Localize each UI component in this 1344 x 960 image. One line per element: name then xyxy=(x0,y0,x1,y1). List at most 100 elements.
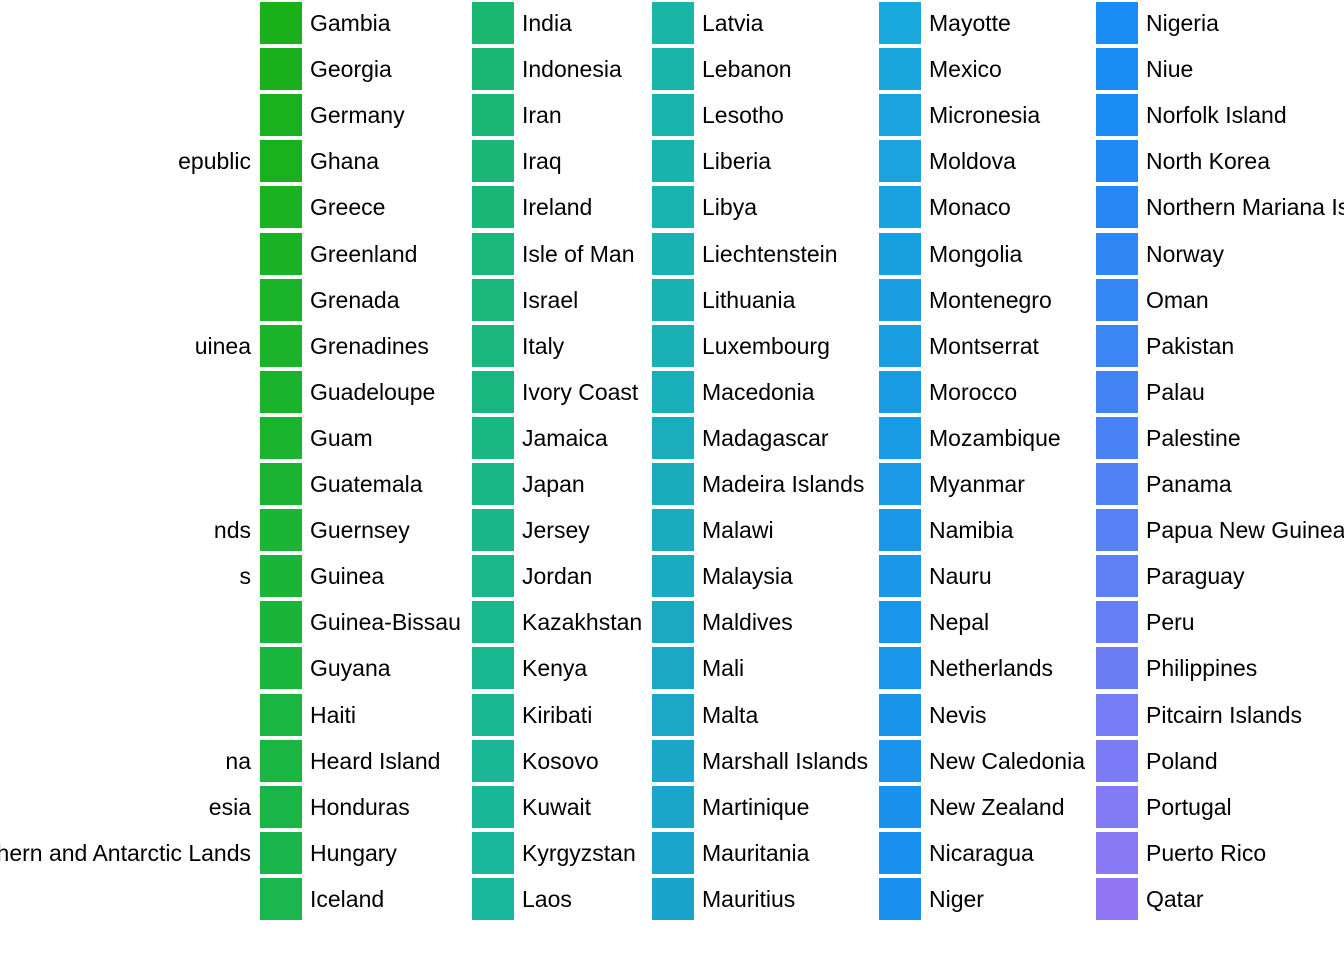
legend-label: India xyxy=(522,10,572,36)
legend-label: Montenegro xyxy=(929,286,1052,313)
legend-swatch xyxy=(1096,48,1138,91)
legend-swatch xyxy=(1096,370,1138,413)
legend-swatch xyxy=(472,48,514,91)
legend-swatch xyxy=(1096,831,1138,874)
legend-label: Laos xyxy=(522,885,572,912)
legend-swatch xyxy=(652,463,694,505)
legend-label: Honduras xyxy=(310,793,410,820)
legend-swatch xyxy=(260,693,302,736)
legend-label: Heard Island xyxy=(310,747,441,774)
legend-label: Pitcairn Islands xyxy=(1146,701,1302,728)
legend-label: Lesotho xyxy=(702,102,784,129)
legend-label: Guadeloupe xyxy=(310,378,436,405)
legend-swatch xyxy=(652,877,694,920)
legend-label: Namibia xyxy=(929,517,1014,544)
legend-swatch xyxy=(260,324,302,367)
legend-label-partial: uinea xyxy=(194,332,251,359)
legend-label: Guyana xyxy=(310,655,391,682)
legend-label: Northern Mariana Islands xyxy=(1146,194,1344,221)
legend-swatch xyxy=(1096,601,1138,644)
legend-label: Israel xyxy=(522,286,579,313)
legend-label: Palestine xyxy=(1146,424,1241,451)
legend-label: Madeira Islands xyxy=(702,471,865,497)
legend-swatch xyxy=(260,416,302,459)
legend-swatch xyxy=(879,232,921,275)
legend-swatch xyxy=(1096,785,1138,828)
legend-swatch xyxy=(472,278,514,321)
legend-swatch xyxy=(879,601,921,644)
legend-label: Georgia xyxy=(310,56,392,83)
legend-label: Niger xyxy=(929,885,984,912)
legend-swatch xyxy=(879,877,921,920)
legend-label: Mauritius xyxy=(702,885,796,912)
legend-label: Kenya xyxy=(522,655,588,682)
legend-swatch xyxy=(652,831,694,874)
legend-label: Malawi xyxy=(702,517,774,544)
legend-column-partial: epublic uinea nds s na esia hern and Antarctic… xyxy=(0,0,255,960)
legend-swatch xyxy=(1096,278,1138,321)
legend-swatch xyxy=(1096,647,1138,690)
legend-label: Luxembourg xyxy=(702,332,830,359)
legend-swatch xyxy=(260,463,302,505)
legend-label: Hungary xyxy=(310,839,397,866)
legend-swatch xyxy=(652,140,694,183)
legend-label: Kuwait xyxy=(522,793,592,820)
legend-label: Nevis xyxy=(929,701,987,728)
legend-swatch xyxy=(1096,140,1138,183)
legend-label: New Zealand xyxy=(929,793,1065,820)
legend-swatch xyxy=(472,186,514,229)
legend-label: Grenadines xyxy=(310,332,429,359)
legend-label: Liberia xyxy=(702,148,772,175)
legend-swatch xyxy=(260,647,302,690)
legend-label: Monaco xyxy=(929,194,1011,221)
legend-swatch xyxy=(260,2,302,44)
legend-swatch xyxy=(652,785,694,828)
legend-label: Jersey xyxy=(522,517,590,544)
legend-label: Mali xyxy=(702,655,745,682)
legend-swatch xyxy=(879,509,921,552)
legend-swatch xyxy=(879,140,921,183)
legend-swatch xyxy=(1096,324,1138,367)
legend-swatch xyxy=(652,693,694,736)
legend-label: Norfolk Island xyxy=(1146,102,1287,129)
legend-swatch xyxy=(472,739,514,782)
legend-label: Niue xyxy=(1146,56,1194,83)
legend-swatch xyxy=(472,232,514,275)
legend-swatch xyxy=(472,693,514,736)
legend-swatch xyxy=(472,509,514,552)
legend-swatch xyxy=(260,140,302,183)
legend-label: Martinique xyxy=(702,793,810,820)
legend-label: Oman xyxy=(1146,286,1209,313)
legend-label: Nauru xyxy=(929,563,992,590)
legend-swatch xyxy=(260,785,302,828)
legend-swatch xyxy=(472,416,514,459)
legend-label: Netherlands xyxy=(929,655,1054,682)
legend-label-partial: hern and Antarctic Lands xyxy=(0,839,251,866)
legend-swatch xyxy=(879,463,921,505)
legend-swatch xyxy=(1096,739,1138,782)
legend-swatch xyxy=(652,555,694,598)
legend-label: Malaysia xyxy=(702,563,793,590)
legend-label: Malta xyxy=(702,701,759,728)
legend-swatch xyxy=(1096,2,1138,44)
legend-label: Ghana xyxy=(310,148,380,175)
legend-label: Nicaragua xyxy=(929,839,1034,866)
legend-swatch xyxy=(652,2,694,44)
legend-label: Indonesia xyxy=(522,56,622,83)
legend-label: Jordan xyxy=(522,563,593,590)
legend-label: Libya xyxy=(702,194,757,221)
legend-label: Papua New Guinea xyxy=(1146,517,1344,544)
legend-label: Japan xyxy=(522,471,585,497)
legend-label: Germany xyxy=(310,102,405,129)
legend-swatch xyxy=(652,324,694,367)
legend-swatch xyxy=(652,370,694,413)
legend-swatch xyxy=(260,555,302,598)
legend-label: Kiribati xyxy=(522,701,593,728)
legend-label: Guatemala xyxy=(310,471,423,497)
legend-swatch xyxy=(472,370,514,413)
legend-swatch xyxy=(260,601,302,644)
legend-label: Nigeria xyxy=(1146,10,1219,36)
legend-label: Palau xyxy=(1146,378,1205,405)
legend-swatch xyxy=(879,48,921,91)
